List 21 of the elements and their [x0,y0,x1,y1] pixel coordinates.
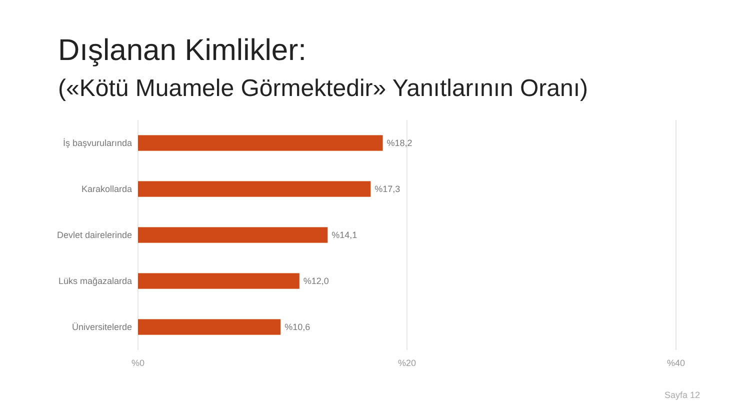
data-label: %12,0 [303,276,329,286]
chart-subtitle: («Kötü Muamele Görmektedir» Yanıtlarının Oranı) [58,75,588,102]
y-tick-label: Devlet dairelerinde [56,230,132,240]
y-tick-label: İş başvurularında [62,138,132,148]
data-label: %10,6 [284,322,310,332]
y-tick-label: Lüks mağazalarda [58,276,132,286]
chart-title: Dışlanan Kimlikler: [58,34,306,67]
x-tick-label: %0 [131,358,145,368]
bar [138,181,371,197]
y-tick-label: Üniversitelerde [72,322,132,332]
x-tick-label: %40 [666,358,686,368]
bar [138,273,300,289]
data-label: %18,2 [386,138,412,148]
data-label: %17,3 [374,184,400,194]
bar [138,227,328,243]
y-tick-label: Karakollarda [81,184,132,194]
x-tick-label: %20 [398,358,416,368]
bar [138,135,383,151]
text: Sayfa 12 [664,390,700,400]
bar [138,319,281,335]
data-label: %14,1 [332,230,358,240]
